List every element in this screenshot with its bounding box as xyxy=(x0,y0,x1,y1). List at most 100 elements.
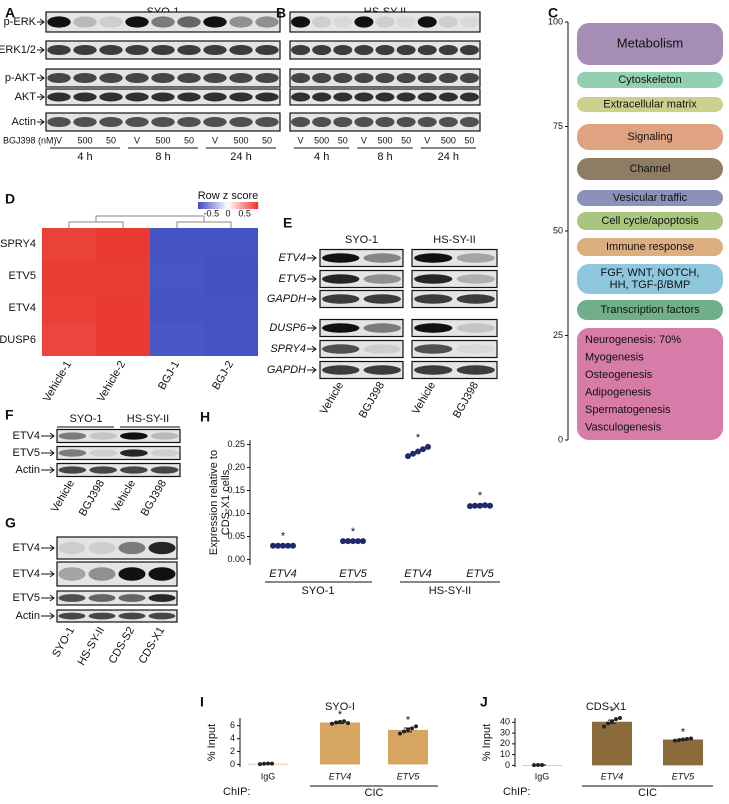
blot-label: Actin xyxy=(16,610,40,622)
colorbar-step xyxy=(216,202,219,209)
band xyxy=(312,72,332,84)
arrow-head xyxy=(311,345,317,353)
scale-label: 0 xyxy=(558,434,563,444)
significance-mark: * xyxy=(281,531,286,543)
data-point xyxy=(345,538,351,545)
data-point xyxy=(689,736,693,741)
category-label: Neurogenesis: 70% xyxy=(585,334,681,346)
blot xyxy=(56,590,178,606)
band xyxy=(417,72,437,84)
significance-mark: * xyxy=(681,726,686,738)
band xyxy=(177,92,201,102)
data-point xyxy=(673,738,677,743)
band xyxy=(291,72,311,84)
band xyxy=(354,116,374,128)
y-tick-label: 0.20 xyxy=(227,462,245,472)
data-point xyxy=(342,719,346,724)
heat-cell xyxy=(150,260,204,292)
band xyxy=(456,274,495,284)
band xyxy=(333,116,353,128)
band xyxy=(456,294,495,304)
band xyxy=(229,92,253,102)
time-label: 8 h xyxy=(155,151,170,163)
data-point xyxy=(472,502,478,509)
y-tick-label: 0 xyxy=(505,760,510,770)
band xyxy=(88,567,116,581)
band xyxy=(177,72,201,84)
band xyxy=(150,466,179,474)
y-axis-label: Expression relative to xyxy=(208,450,220,555)
band xyxy=(363,323,401,333)
group-label: HS-SY-II xyxy=(429,585,471,597)
colorbar-step xyxy=(202,202,205,209)
band xyxy=(459,116,479,128)
band xyxy=(203,72,227,84)
time-label: 8 h xyxy=(377,151,392,163)
band xyxy=(89,449,117,457)
data-point xyxy=(262,761,266,766)
data-point xyxy=(330,721,334,726)
band xyxy=(333,92,353,102)
band xyxy=(333,72,353,84)
x-tick-label: IgG xyxy=(535,771,550,781)
category-box xyxy=(577,300,723,320)
x-tick-label: ETV4 xyxy=(329,771,352,781)
band xyxy=(459,92,479,102)
band xyxy=(438,44,458,56)
chip-label: ChIP: xyxy=(223,786,251,798)
lane-label: BGJ398 xyxy=(139,478,169,518)
band xyxy=(396,44,416,56)
heat-cell xyxy=(96,292,150,324)
band xyxy=(151,92,175,102)
band xyxy=(47,116,71,128)
heat-cell xyxy=(96,228,150,260)
colorbar-step xyxy=(232,202,235,209)
category-label: Vasculogenesis xyxy=(585,421,662,433)
lane-label: V xyxy=(298,135,304,145)
heat-cell xyxy=(150,292,204,324)
heat-cell xyxy=(42,324,96,356)
category-label: HH, TGF-β/BMP xyxy=(610,279,691,291)
data-point xyxy=(270,761,274,766)
data-point xyxy=(405,453,411,460)
colorbar-step xyxy=(198,202,201,209)
band xyxy=(456,365,495,375)
panel-letter: J xyxy=(480,694,488,710)
y-tick-label: 0.10 xyxy=(227,508,245,518)
band xyxy=(99,44,123,56)
arrow-head xyxy=(49,449,55,457)
band xyxy=(438,72,458,84)
colorbar-step xyxy=(204,202,207,209)
band xyxy=(99,72,123,84)
blot-label: ERK1/2 xyxy=(0,44,36,56)
y-tick-label: 40 xyxy=(500,717,510,727)
band xyxy=(354,92,374,102)
significance-mark: * xyxy=(416,432,421,444)
heat-cell xyxy=(204,260,258,292)
band xyxy=(291,44,311,56)
band xyxy=(414,294,453,304)
colorbar-step xyxy=(200,202,203,209)
band xyxy=(148,612,176,620)
band xyxy=(150,432,179,440)
blot xyxy=(56,561,178,587)
band xyxy=(456,344,495,354)
band xyxy=(203,92,227,102)
panel-title: SYO-I xyxy=(325,701,355,713)
x-tick-label: ETV5 xyxy=(397,771,421,781)
significance-mark: * xyxy=(338,709,343,721)
band xyxy=(88,612,116,620)
band xyxy=(291,16,311,28)
arrow-head xyxy=(49,466,55,474)
colorbar-title: Row z score xyxy=(198,190,259,202)
band xyxy=(255,92,279,102)
heat-cell xyxy=(150,324,204,356)
band xyxy=(99,116,123,128)
band xyxy=(73,92,97,102)
band xyxy=(459,44,479,56)
x-tick-label: ETV4 xyxy=(269,568,297,580)
category-box xyxy=(577,97,723,112)
data-point xyxy=(338,719,342,724)
band xyxy=(363,253,401,263)
